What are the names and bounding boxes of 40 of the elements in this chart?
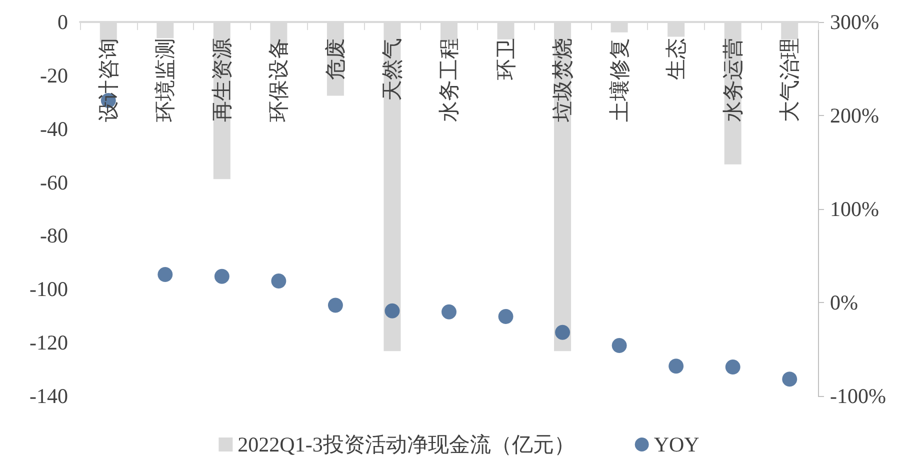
x-tick-label: 大气治理 xyxy=(778,38,802,122)
point xyxy=(612,338,627,354)
x-tick-label: 水务运营 xyxy=(720,38,745,122)
point xyxy=(668,358,684,374)
x-tick-label: 再生资源 xyxy=(210,38,234,122)
point xyxy=(725,360,740,375)
point xyxy=(442,304,456,320)
point xyxy=(158,266,173,282)
point xyxy=(384,303,400,318)
x-tick-label: 环卫 xyxy=(494,38,518,80)
x-tick-label: 垃圾焚烧 xyxy=(550,38,575,123)
point xyxy=(214,268,230,284)
legend-label: YOY xyxy=(654,432,700,456)
x-tick-label: 设计咨询 xyxy=(96,38,120,122)
x-tick-label: 环境监测 xyxy=(153,38,178,122)
point xyxy=(328,298,343,313)
y2-tick-label: 200% xyxy=(830,104,879,128)
point xyxy=(498,309,514,324)
point xyxy=(271,274,286,288)
y-tick-label: -20 xyxy=(40,63,68,88)
y2-tick-label: 0% xyxy=(830,290,858,314)
x-tick-label: 危废 xyxy=(323,38,348,80)
legend-label: 2022Q1-3投资活动净现金流（亿元） xyxy=(238,432,575,456)
x-tick-label: 土壤修复 xyxy=(607,38,632,122)
y-tick-label: 0 xyxy=(58,10,68,34)
y-tick-label: -80 xyxy=(40,224,68,248)
y-tick-label: -60 xyxy=(40,170,68,194)
y2-tick-label: -100% xyxy=(830,384,886,408)
x-tick-label: 生态 xyxy=(664,38,688,80)
x-tick-label: 天然气 xyxy=(380,38,404,101)
y-tick-label: -140 xyxy=(30,384,68,408)
y-tick-label: -40 xyxy=(40,116,68,141)
y2-tick-label: 300% xyxy=(830,10,879,34)
y2-tick-label: 100% xyxy=(830,197,879,221)
point xyxy=(555,324,570,340)
y-tick-label: -120 xyxy=(30,330,68,355)
x-tick-label: 环保设备 xyxy=(266,38,291,122)
x-tick-label: 水务工程 xyxy=(437,38,461,122)
point xyxy=(782,372,798,387)
y-tick-label: -100 xyxy=(30,277,68,302)
